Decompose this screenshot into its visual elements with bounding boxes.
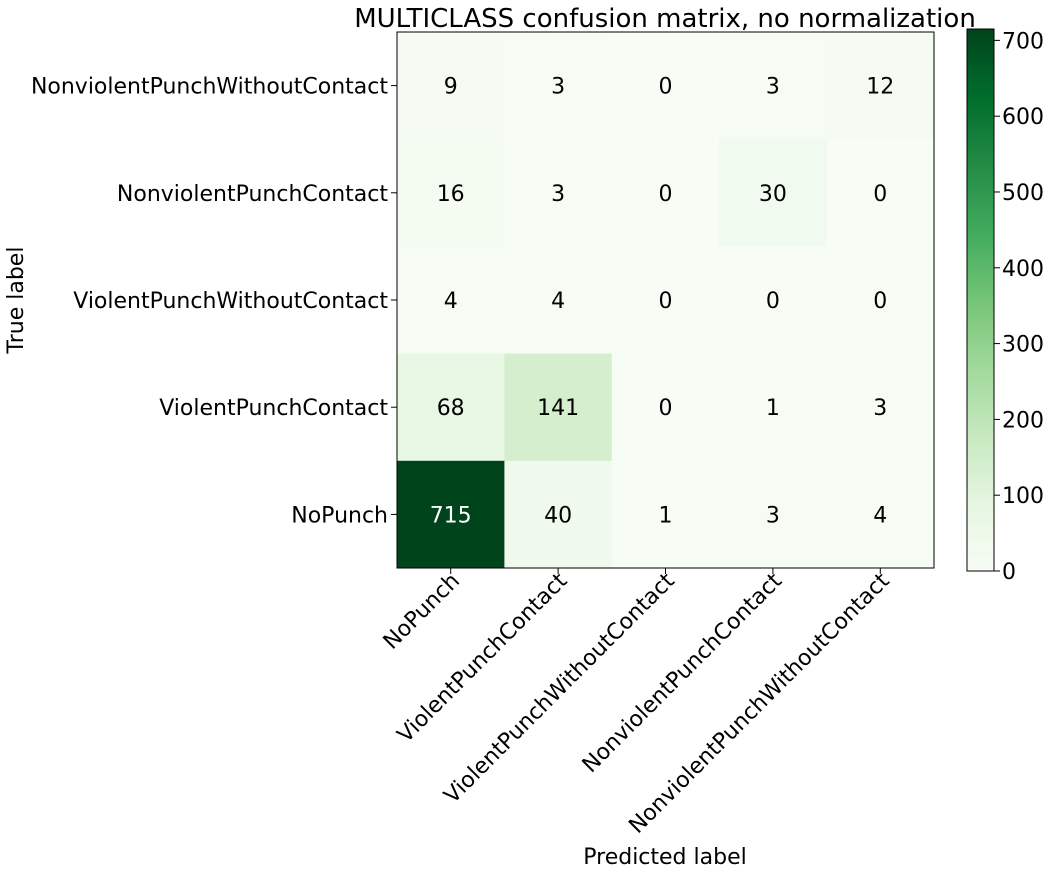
heatmap-cell: [397, 460, 505, 569]
heatmap-cell: [397, 246, 505, 355]
cell-value-label: 0: [659, 396, 673, 421]
heatmap-cell: [826, 460, 935, 569]
heatmap-cell: [719, 139, 828, 247]
cell-value-label: 30: [759, 182, 787, 207]
x-axis-label: Predicted label: [583, 845, 746, 870]
cell-value-label: 12: [866, 75, 894, 100]
heatmap-cell: [826, 246, 935, 355]
heatmap-cell: [719, 353, 828, 462]
cell-value-label: 3: [551, 182, 565, 207]
cell-value-label: 715: [430, 503, 472, 528]
x-tick-label: NoPunch: [379, 569, 465, 655]
heatmap-cell: [504, 32, 613, 140]
heatmap-cell: [719, 32, 828, 140]
heatmap-cell: [611, 246, 720, 355]
colorbar-tick-label: 400: [1002, 257, 1044, 282]
y-tick-labels: NonviolentPunchWithoutContact NonviolentP…: [31, 75, 397, 528]
colorbar-ticks: 0 100 200 300 400 500 600 700: [994, 29, 1044, 585]
cell-value-label: 0: [659, 289, 673, 314]
heatmap-cell: [397, 32, 505, 140]
heatmap-cell: [611, 32, 720, 140]
cell-value-label: 1: [659, 503, 673, 528]
cell-value-label: 4: [873, 503, 887, 528]
x-tick-label: ViolentPunchWithoutContact: [440, 568, 680, 808]
colorbar-tick-label: 100: [1002, 484, 1044, 509]
cell-value-label: 9: [444, 75, 458, 100]
cell-value-label: 3: [766, 503, 780, 528]
y-tick-label: NonviolentPunchContact: [117, 182, 388, 207]
cell-value-label: 3: [873, 396, 887, 421]
heatmap-cell: [611, 460, 720, 569]
y-axis-label: True label: [4, 247, 29, 355]
heatmap-cell: [826, 353, 935, 462]
x-tick-labels: NoPunchViolentPunchContactViolentPunchWi…: [379, 568, 895, 839]
colorbar-tick-label: 200: [1002, 408, 1044, 433]
heatmap-cell: [611, 353, 720, 462]
cell-value-label: 4: [551, 289, 565, 314]
colorbar-tick-label: 700: [1002, 29, 1044, 54]
colorbar: [966, 28, 995, 572]
cell-value-label: 3: [766, 75, 780, 100]
y-tick-label: ViolentPunchContact: [159, 396, 388, 421]
heatmap-cell: [504, 460, 613, 569]
heatmap-cell: [826, 32, 935, 140]
colorbar-tick-label: 300: [1002, 333, 1044, 358]
heatmap-cell: [719, 246, 828, 355]
colorbar-tick-label: 600: [1002, 105, 1044, 130]
y-tick-label: NonviolentPunchWithoutContact: [31, 75, 388, 100]
cell-value-label: 0: [659, 182, 673, 207]
cell-value-label: 16: [437, 182, 465, 207]
colorbar-tick-label: 0: [1002, 560, 1016, 585]
heatmap-cell: [504, 139, 613, 247]
cell-value-label: 1: [766, 396, 780, 421]
cell-value-label: 40: [544, 503, 572, 528]
y-tick-label: ViolentPunchWithoutContact: [73, 289, 388, 314]
cell-value-label: 0: [659, 75, 673, 100]
cell-value-label: 141: [537, 396, 579, 421]
cell-value-label: 3: [551, 75, 565, 100]
heatmap-cell: [397, 353, 505, 462]
heatmap-cell: [719, 460, 828, 569]
x-tick-label: NonviolentPunchContact: [578, 568, 788, 778]
heatmap-cell: [504, 353, 613, 462]
cell-value-label: 68: [437, 396, 465, 421]
heatmap-cell: [826, 139, 935, 247]
heatmap-cell: [611, 139, 720, 247]
cell-value-label: 4: [444, 289, 458, 314]
heatmap-cell: [397, 139, 505, 247]
cell-value-label: 0: [873, 289, 887, 314]
y-tick-label: NoPunch: [291, 503, 388, 528]
cell-value-label: 0: [766, 289, 780, 314]
colorbar-tick-label: 500: [1002, 181, 1044, 206]
chart-title: MULTICLASS confusion matrix, no normaliz…: [354, 4, 976, 34]
cell-value-label: 0: [873, 182, 887, 207]
heatmap-cell: [504, 246, 613, 355]
